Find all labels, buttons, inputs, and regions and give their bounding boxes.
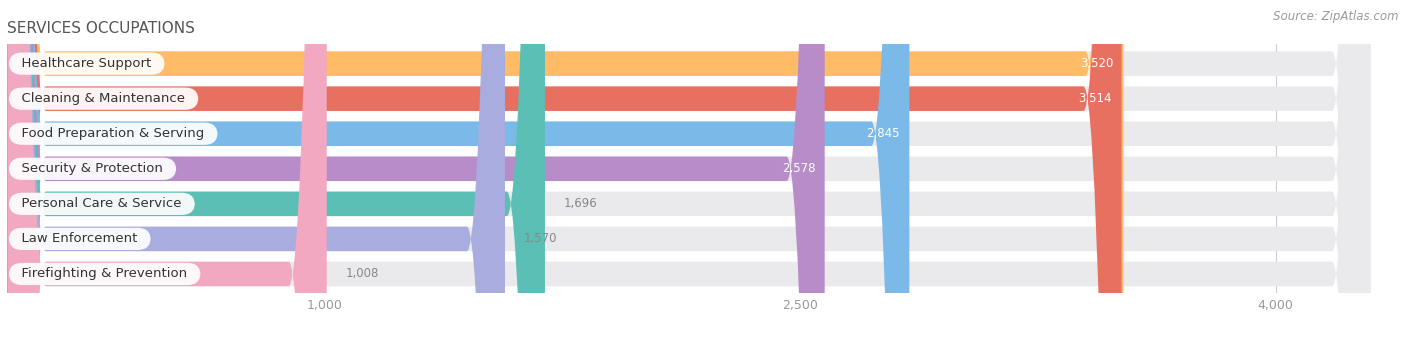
FancyBboxPatch shape	[7, 0, 1371, 341]
FancyBboxPatch shape	[7, 0, 1371, 341]
Text: Security & Protection: Security & Protection	[14, 162, 172, 175]
FancyBboxPatch shape	[7, 0, 910, 341]
FancyBboxPatch shape	[7, 0, 546, 341]
FancyBboxPatch shape	[7, 0, 1371, 341]
Text: Source: ZipAtlas.com: Source: ZipAtlas.com	[1274, 10, 1399, 23]
Text: 3,520: 3,520	[1081, 57, 1114, 70]
FancyBboxPatch shape	[7, 0, 505, 341]
Text: Personal Care & Service: Personal Care & Service	[14, 197, 190, 210]
FancyBboxPatch shape	[7, 0, 1123, 341]
Text: 1,570: 1,570	[524, 233, 558, 246]
FancyBboxPatch shape	[7, 0, 825, 341]
FancyBboxPatch shape	[7, 0, 1371, 341]
Text: 1,008: 1,008	[346, 267, 380, 281]
Text: 2,845: 2,845	[866, 127, 900, 140]
Text: 3,514: 3,514	[1078, 92, 1112, 105]
Text: Cleaning & Maintenance: Cleaning & Maintenance	[14, 92, 194, 105]
FancyBboxPatch shape	[7, 0, 1371, 341]
Text: Healthcare Support: Healthcare Support	[14, 57, 160, 70]
Text: 2,578: 2,578	[782, 162, 815, 175]
Text: 1,696: 1,696	[564, 197, 598, 210]
Text: Law Enforcement: Law Enforcement	[14, 233, 146, 246]
Text: Food Preparation & Serving: Food Preparation & Serving	[14, 127, 214, 140]
FancyBboxPatch shape	[7, 0, 1371, 341]
Text: Firefighting & Prevention: Firefighting & Prevention	[14, 267, 195, 281]
FancyBboxPatch shape	[7, 0, 1122, 341]
FancyBboxPatch shape	[7, 0, 1371, 341]
Text: SERVICES OCCUPATIONS: SERVICES OCCUPATIONS	[7, 21, 195, 36]
FancyBboxPatch shape	[7, 0, 326, 341]
